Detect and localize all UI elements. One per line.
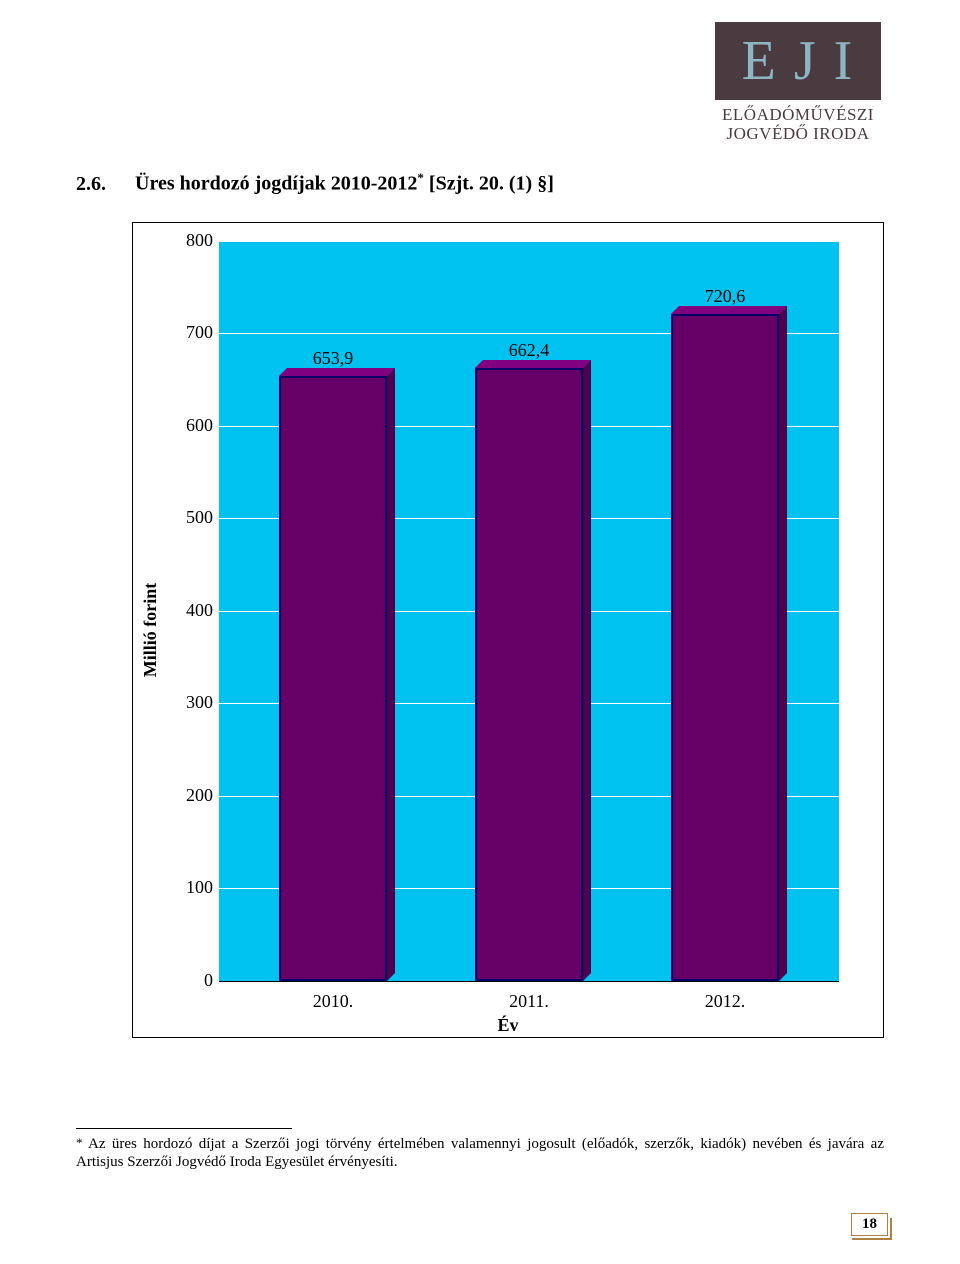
bar-top [279, 368, 395, 376]
bar-front [279, 376, 387, 981]
x-tick-label: 2012. [671, 991, 779, 1012]
bar-top [671, 306, 787, 314]
bar-top [475, 360, 591, 368]
bar-value-label: 720,6 [661, 286, 789, 307]
y-tick-label: 700 [133, 322, 213, 343]
bar-side [387, 368, 395, 981]
footnote-marker: * [76, 1135, 83, 1150]
x-tick-label: 2010. [279, 991, 387, 1012]
bar [279, 376, 395, 981]
heading-number: 2.6. [76, 173, 130, 196]
footnote: * Az üres hordozó díjat a Szerzői jogi t… [76, 1135, 884, 1173]
x-axis-label: Év [133, 1015, 883, 1036]
bar [475, 368, 591, 981]
logo-subtitle-2: JOGVÉDŐ IRODA [708, 125, 888, 144]
bar [671, 314, 787, 981]
section-heading: 2.6. Üres hordozó jogdíjak 2010-2012* [S… [76, 170, 884, 196]
y-tick-label: 300 [133, 692, 213, 713]
y-tick-label: 0 [133, 970, 213, 991]
bar-front [671, 314, 779, 981]
bar-chart: Millió forint Év 0 100 200 300 400 500 600 700 8… [132, 222, 884, 1038]
y-tick-label: 200 [133, 785, 213, 806]
bar-side [583, 360, 591, 981]
brand-logo: E J I ELŐADÓMŰVÉSZI JOGVÉDŐ IRODA [708, 22, 888, 143]
y-tick-label: 100 [133, 877, 213, 898]
footnote-text: Az üres hordozó díjat a Szerzői jogi tör… [76, 1136, 884, 1171]
y-tick-label: 800 [133, 230, 213, 251]
bar-value-label: 653,9 [269, 348, 397, 369]
gridline [219, 241, 839, 242]
x-tick-label: 2011. [475, 991, 583, 1012]
y-tick-label: 500 [133, 507, 213, 528]
y-axis-label: Millió forint [140, 582, 161, 676]
bar-side [779, 306, 787, 981]
brand-logo-box: E J I [715, 22, 881, 100]
baseline [219, 981, 839, 982]
bar-front [475, 368, 583, 981]
heading-suffix: [Szjt. 20. (1) §] [424, 173, 554, 195]
bar-value-label: 662,4 [465, 340, 593, 361]
heading-title: Üres hordozó jogdíjak 2010-2012 [135, 173, 417, 195]
logo-subtitle-1: ELŐADÓMŰVÉSZI [708, 106, 888, 125]
logo-letters: E J I [742, 33, 855, 89]
page-number: 18 [851, 1213, 888, 1236]
footnote-divider [76, 1128, 292, 1129]
y-tick-label: 400 [133, 600, 213, 621]
y-tick-label: 600 [133, 415, 213, 436]
